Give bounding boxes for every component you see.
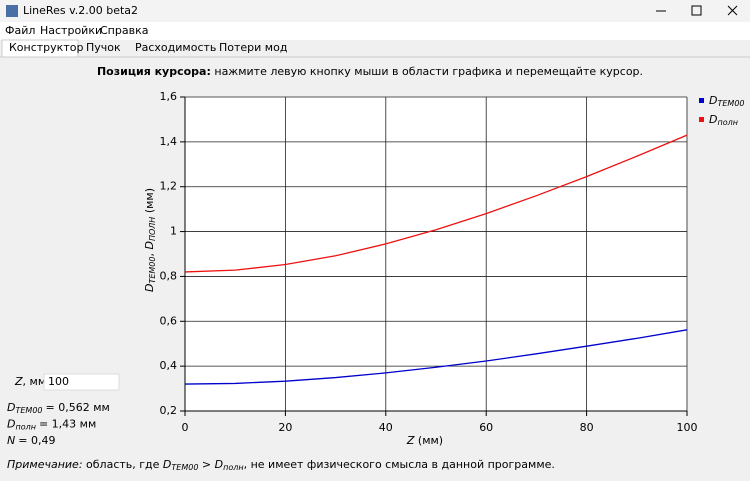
y-unit: (мм) [143,188,156,213]
z-value[interactable]: 100 [48,375,69,388]
note: Примечание: область, где DTEM00 > Dполн,… [7,458,555,473]
result-text: = 1,43 мм [39,418,96,431]
results: DTEM00 = 0,562 мм Dполн = 1,43 мм N = 0,49 [7,401,110,447]
result-symbol: N [7,434,15,447]
note-d: D [215,458,223,471]
result-symbol: D [7,401,15,414]
y-tick-label: 1 [170,225,177,238]
y-sep: , [143,253,156,257]
y-tick-label: 0,4 [160,359,178,372]
tab[interactable]: Расходимость [135,41,216,54]
tab[interactable]: Потери мод [219,41,288,54]
menu-bar [0,22,750,40]
x-tick-label: 40 [379,421,393,434]
y-d: D [143,241,156,249]
x-tick-label: 80 [580,421,594,434]
legend-label: DTEM00 [709,94,745,108]
window-title: LineRes v.2.00 beta2 [23,4,138,17]
result-text: = 0,49 [18,434,55,447]
menu-item[interactable]: Настройки [40,24,102,37]
plot-area[interactable] [185,97,687,411]
result: Dполн = 1,43 мм [7,418,96,432]
x-axis-label: Z (мм) [406,434,443,447]
legend-swatch [699,117,704,122]
legend-swatch [699,98,704,103]
legend-name: D [709,113,717,126]
tab[interactable]: Пучок [86,41,121,54]
result: DTEM00 = 0,562 мм [7,401,110,415]
y-d: D [143,284,156,292]
title-bar [0,0,750,22]
series-line [184,134,688,273]
note-sub: TEM00 [171,463,198,472]
y-axis-label: DTEM00, DПОЛН (мм) [143,188,158,292]
app-icon [6,5,18,17]
y-sub: ПОЛН [148,217,157,241]
y-tick-label: 1,2 [160,180,178,193]
z-unit: , мм [23,375,47,388]
note-d: D [163,458,171,471]
z-symbol: Z [14,375,23,388]
x-tick-label: 0 [182,421,189,434]
note-sub: полн [223,463,243,472]
result-sub: полн [15,422,35,431]
plot: 0,2 0,4 0,6 0,8 1 1,2 1,4 1,6 0 20 40 60 80 100 DTEM00… [160,90,745,434]
tab[interactable]: Конструктор [9,41,83,54]
result-symbol: D [7,418,15,431]
x-tick-label: 100 [677,421,698,434]
legend-sub: TEM00 [717,99,744,108]
result-text: = 0,562 мм [46,401,110,414]
cursor-text: нажмите левую кнопку мыши в области граф… [214,65,643,78]
x-symbol: Z [406,434,415,447]
x-tick-label: 60 [479,421,493,434]
z-label: Z, мм [14,375,46,388]
z-input[interactable] [43,373,120,391]
maximize-button[interactable] [691,5,702,16]
note-label: Примечание: [7,458,83,471]
result-sub: TEM00 [15,406,42,415]
series-line [184,329,688,385]
x-tick-label: 20 [278,421,292,434]
legend-label: Dполн [709,113,738,127]
note-text: область, где [86,458,160,471]
result: N = 0,49 [7,434,55,447]
menu-item[interactable]: Файл [5,24,35,37]
y-tick-label: 1,6 [160,90,178,103]
note-text: , не имеет физического смысла в данной п… [244,458,555,471]
y-tick-label: 0,8 [160,269,178,282]
y-sub: TEM00 [148,257,157,284]
legend-sub: полн [717,118,737,127]
cursor-label: Позиция курсора: [97,65,211,78]
menu-item[interactable]: Справка [100,24,148,37]
x-unit: (мм) [418,434,443,447]
cursor-info: Позиция курсора: нажмите левую кнопку мы… [97,65,643,78]
note-gt: > [202,458,211,471]
legend-name: D [709,94,717,107]
y-tick-label: 0,6 [160,314,178,327]
close-button[interactable] [727,5,738,16]
y-tick-label: 0,2 [160,404,178,417]
y-tick-label: 1,4 [160,135,178,148]
